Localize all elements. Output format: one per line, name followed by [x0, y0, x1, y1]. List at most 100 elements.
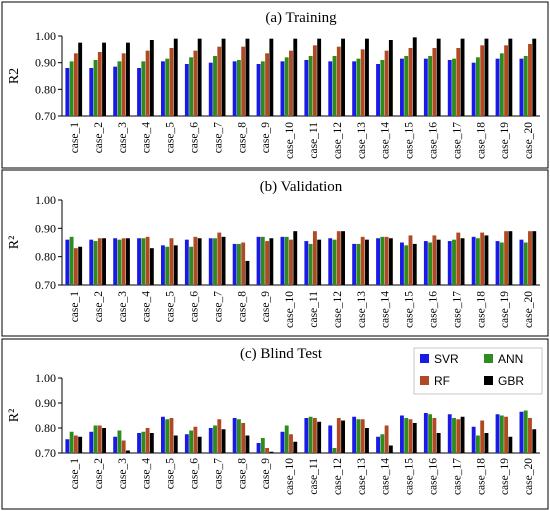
bar-gbr-case-13 [365, 38, 369, 116]
x-tick-label: case_4 [141, 122, 153, 154]
x-tick-label: case_11 [308, 122, 320, 159]
bar-ann-case-2 [93, 60, 98, 116]
bar-gbr-case-1 [78, 246, 83, 285]
legend-swatch-svr [420, 354, 429, 363]
panel-title: (c) Blind Test [240, 346, 323, 362]
bar-svr-case-2 [89, 68, 94, 116]
bar-gbr-case-7 [221, 429, 226, 453]
bar-gbr-case-7 [221, 236, 226, 285]
x-tick-label: case_7 [212, 291, 224, 323]
y-axis-label: R2 [7, 68, 22, 84]
bar-rf-case-20 [528, 44, 532, 116]
x-tick-label: case_3 [117, 291, 129, 323]
x-tick-label: case_15 [404, 291, 416, 328]
bar-rf-case-6 [193, 236, 198, 285]
bar-gbr-case-16 [436, 38, 441, 116]
bar-rf-case-20 [528, 231, 532, 285]
bar-rf-case-13 [360, 49, 365, 116]
bar-svr-case-8 [232, 61, 237, 116]
bar-svr-case-6 [184, 64, 189, 116]
legend-swatch-ann [484, 354, 493, 363]
bar-svr-case-9 [256, 443, 261, 453]
bar-rf-case-12 [336, 46, 341, 116]
bar-svr-case-17 [447, 414, 452, 453]
bar-ann-case-6 [189, 57, 194, 116]
x-tick-label: case_20 [523, 122, 535, 159]
bar-rf-case-8 [241, 423, 246, 453]
x-tick-label: case_20 [523, 291, 535, 328]
bar-ann-case-12 [332, 56, 337, 116]
x-tick-label: case_6 [188, 291, 200, 323]
bar-rf-case-5 [169, 48, 174, 116]
bar-rf-case-6 [193, 426, 198, 453]
bar-svr-case-6 [184, 239, 189, 285]
bar-svr-case-12 [328, 425, 333, 453]
bar-svr-case-4 [137, 238, 141, 285]
bar-svr-case-20 [519, 239, 524, 285]
y-tick-label: 1.00 [35, 371, 56, 385]
bar-ann-case-9 [260, 236, 265, 285]
bar-svr-case-1 [65, 239, 70, 285]
x-tick-label: case_2 [93, 458, 105, 490]
bar-ann-case-5 [165, 419, 170, 453]
x-tick-label: case_15 [404, 122, 416, 159]
y-tick-label: 1.00 [35, 29, 56, 43]
x-tick-label: case_17 [451, 458, 463, 495]
bar-ann-case-13 [356, 419, 361, 453]
x-tick-label: case_10 [284, 291, 296, 328]
bar-gbr-case-9 [269, 451, 274, 453]
bar-ann-case-14 [380, 236, 385, 285]
x-tick-label: case_6 [188, 122, 200, 154]
bar-ann-case-1 [69, 431, 74, 453]
bar-rf-case-4 [145, 428, 150, 453]
x-tick-label: case_13 [356, 458, 368, 495]
bar-gbr-case-8 [245, 435, 250, 453]
y-tick-label: 0.80 [35, 82, 56, 96]
bar-ann-case-12 [332, 448, 337, 453]
bar-rf-case-10 [289, 50, 293, 116]
bar-gbr-case-1 [78, 42, 83, 116]
legend-label-rf: RF [434, 374, 450, 388]
bar-ann-case-10 [284, 236, 289, 285]
bar-gbr-case-15 [412, 423, 417, 453]
bar-gbr-case-19 [508, 38, 513, 116]
bar-gbr-case-7 [221, 38, 226, 116]
bar-svr-case-16 [423, 58, 428, 116]
bar-gbr-case-3 [126, 42, 130, 116]
bar-svr-case-14 [376, 238, 380, 285]
bar-ann-case-15 [404, 245, 409, 285]
bar-gbr-case-13 [365, 239, 369, 285]
bar-gbr-case-19 [508, 231, 513, 285]
x-tick-label: case_2 [93, 291, 105, 323]
bar-gbr-case-17 [460, 38, 465, 116]
bar-rf-case-1 [73, 248, 78, 285]
bar-ann-case-17 [452, 58, 456, 116]
y-tick-label: 1.00 [35, 193, 56, 207]
bar-gbr-case-16 [436, 239, 441, 285]
bar-gbr-case-11 [317, 239, 322, 285]
bar-rf-case-2 [97, 52, 102, 116]
bar-svr-case-16 [423, 241, 428, 285]
bar-svr-case-18 [471, 426, 476, 453]
x-tick-label: case_11 [308, 458, 320, 495]
bar-rf-case-20 [528, 418, 532, 453]
x-tick-label: case_5 [165, 122, 177, 154]
y-axis-label: R² [7, 236, 22, 250]
x-tick-label: case_19 [499, 122, 511, 159]
bar-rf-case-14 [384, 50, 389, 116]
bar-ann-case-18 [475, 435, 480, 453]
bar-gbr-case-19 [508, 436, 513, 453]
bar-rf-case-17 [456, 48, 461, 116]
bar-svr-case-2 [89, 239, 94, 285]
bar-svr-case-5 [161, 61, 165, 116]
x-tick-label: case_7 [212, 458, 224, 490]
x-tick-label: case_1 [69, 291, 81, 323]
bar-gbr-case-11 [317, 421, 322, 453]
bar-svr-case-13 [352, 243, 357, 285]
x-tick-label: case_7 [212, 122, 224, 154]
bar-svr-case-4 [137, 68, 141, 116]
bar-svr-case-13 [352, 61, 357, 116]
bar-ann-case-9 [260, 61, 265, 116]
